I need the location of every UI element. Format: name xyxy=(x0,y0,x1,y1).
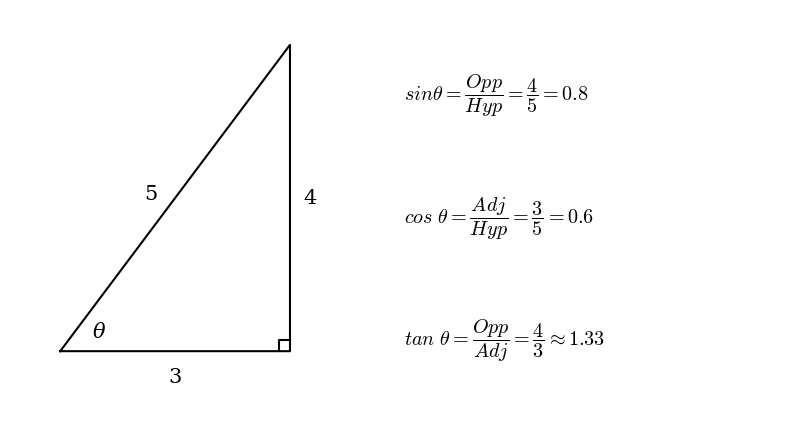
Text: $tan\ \theta = \dfrac{Opp}{Adj} = \dfrac{4}{3} \approx 1.33$: $tan\ \theta = \dfrac{Opp}{Adj} = \dfrac… xyxy=(404,318,605,364)
Text: 5: 5 xyxy=(144,185,158,204)
Text: θ: θ xyxy=(92,323,105,342)
Text: $sin\theta = \dfrac{Opp}{Hyp} = \dfrac{4}{5} = 0.8$: $sin\theta = \dfrac{Opp}{Hyp} = \dfrac{4… xyxy=(404,73,589,119)
Text: 3: 3 xyxy=(169,368,182,387)
Text: 4: 4 xyxy=(304,188,317,208)
Text: $cos\ \theta = \dfrac{Adj}{Hyp} = \dfrac{3}{5} = 0.6$: $cos\ \theta = \dfrac{Adj}{Hyp} = \dfrac… xyxy=(404,195,594,242)
